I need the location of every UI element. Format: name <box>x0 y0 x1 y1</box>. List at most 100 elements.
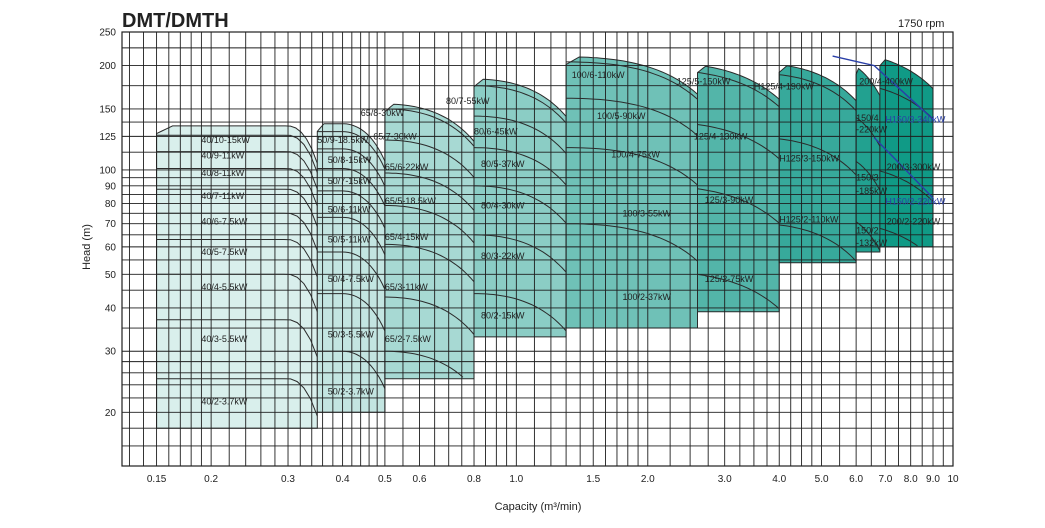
family-region-150 <box>855 67 881 253</box>
head-curve-40-3 <box>156 188 318 227</box>
head-curve-100-2 <box>566 147 698 186</box>
y-tick-label: 125 <box>99 132 116 143</box>
y-tick-label: 40 <box>105 303 117 314</box>
head-curve-40-8 <box>156 378 318 417</box>
head-curve-40-2 <box>156 168 318 207</box>
head-curve-H125-0 <box>779 74 857 112</box>
head-curve-200-1 <box>879 170 934 202</box>
curve-label: 50/6-11kW <box>328 204 371 214</box>
x-tick-label: 8.0 <box>904 474 918 485</box>
curve-label: H125/2-110kW <box>779 214 839 224</box>
head-curve-40-5 <box>156 239 318 278</box>
x-tick-label: 3.0 <box>718 474 732 485</box>
head-curve-50-4 <box>317 216 386 256</box>
head-curve-H125-2 <box>779 224 857 262</box>
curve-label: 40/7-11kW <box>201 191 244 201</box>
curve-label: 50/2-3.7kW <box>328 386 375 396</box>
curve-label: 200/2-220kW <box>887 217 941 227</box>
curve-label: 65/6-22kW <box>385 162 429 172</box>
curve-label: 40/6-7.5kW <box>201 217 248 227</box>
x-tick-label: 0.6 <box>413 474 427 485</box>
head-curve-100-3 <box>566 223 698 262</box>
x-axis-label: Capacity (m³/min) <box>495 501 582 513</box>
x-tick-label: 0.4 <box>336 474 350 485</box>
curve-label: 100/5-90kW <box>597 111 646 121</box>
head-curve-150-1 <box>855 160 881 191</box>
curve-label: 40/8-11kW <box>201 168 244 178</box>
family-region-65 <box>384 103 475 380</box>
x-tick-label: 1.5 <box>586 474 600 485</box>
curve-label: 125/5-150kW <box>677 77 731 87</box>
head-curve-100-0 <box>566 61 698 100</box>
y-tick-label: 250 <box>99 28 116 39</box>
curve-label: 80/3-22kW <box>481 251 525 261</box>
head-curve-65-4 <box>384 243 475 283</box>
x-tick-label: 9.0 <box>926 474 940 485</box>
head-curve-50-7 <box>317 350 386 389</box>
curve-label: 200/4-400kW <box>859 77 913 87</box>
curve-label: 125/4-130kW <box>694 131 748 141</box>
head-curve-150-2 <box>855 221 881 251</box>
head-curve-125-0 <box>697 71 780 108</box>
curve-label: 150/4 <box>856 113 879 123</box>
head-curve-65-1 <box>384 139 475 178</box>
x-tick-label: 0.3 <box>281 474 295 485</box>
curve-label: 200/3-300kW <box>887 162 941 172</box>
head-curve-40-6 <box>156 273 318 312</box>
y-tick-label: 70 <box>105 219 117 230</box>
y-tick-label: 30 <box>105 347 117 358</box>
head-curve-125-1 <box>697 124 780 160</box>
head-curve-80-3 <box>473 185 567 224</box>
curve-label-blue: H150/2-220kW <box>885 197 946 207</box>
x-tick-label: 1.0 <box>509 474 523 485</box>
curve-label: 50/8-15kW <box>328 155 372 165</box>
y-tick-label: 80 <box>105 199 117 210</box>
curve-label: 100/3-55kW <box>623 208 672 218</box>
curve-label: 40/4-5.5kW <box>201 282 248 292</box>
head-curve-80-4 <box>473 234 567 273</box>
curve-label: 40/3-5.5kW <box>201 334 248 344</box>
plot-frame <box>121 31 954 467</box>
y-tick-label: 100 <box>99 166 116 177</box>
h150-line-1 <box>873 137 934 199</box>
axes: 0.15 0.2 0.3 0.4 0.5 0.6 0.8 1.0 1.5 2.0 3.0 4.0 5.0… <box>99 28 959 486</box>
x-tick-label: 0.15 <box>147 474 167 485</box>
curve-label: 40/9-11kW <box>201 151 244 161</box>
curve-label: 80/2-15kW <box>481 311 525 321</box>
curve-label: 40/5-7.5kW <box>201 247 248 257</box>
curve-label: 65/3-11kW <box>385 282 428 292</box>
head-curve-65-5 <box>384 296 475 335</box>
curve-label: 80/7-55kW <box>446 96 490 106</box>
curve-label: H125/4-190kW <box>754 82 815 92</box>
curve-label: 125/3-90kW <box>705 195 754 205</box>
head-curve-40-4 <box>156 212 318 251</box>
curve-label-blue: H150/3-340kW <box>885 114 946 124</box>
curve-label: 40/2-3.7kW <box>201 396 248 406</box>
head-curve-80-5 <box>474 293 567 332</box>
curve-label: 100/2-37kW <box>623 292 672 302</box>
x-tick-label: 7.0 <box>878 474 892 485</box>
head-curve-50-0 <box>317 131 386 170</box>
curve-label: 40/10-15kW <box>201 135 250 145</box>
curve-label: 65/4-15kW <box>385 232 429 242</box>
x-tick-label: 4.0 <box>772 474 786 485</box>
y-tick-label: 20 <box>105 408 117 419</box>
y-tick-label: 60 <box>105 242 117 253</box>
head-curve-40-0 <box>156 134 318 173</box>
head-curve-40-7 <box>156 319 318 358</box>
family-region-50 <box>316 123 386 413</box>
curve-label: 50/5-11kW <box>328 235 371 245</box>
curve-label: 50/3-5.5kW <box>328 330 375 340</box>
curve-label: 65/7-30kW <box>373 131 417 141</box>
curve-label: 150/3 <box>856 173 879 183</box>
curve-label: 50/7-15kW <box>328 176 372 186</box>
head-curve-80-2 <box>473 147 567 186</box>
head-curve-50-6 <box>317 293 386 332</box>
x-tick-label: 10 <box>947 474 959 485</box>
x-tick-label: 6.0 <box>849 474 863 485</box>
curve-label: 80/4-30kW <box>481 201 525 211</box>
curve-label: 100/4-75kW <box>611 149 660 159</box>
head-curve-40-1 <box>156 151 318 190</box>
curve-label: 65/5-18.5kW <box>385 196 437 206</box>
curve-label: 50/9-18.5kW <box>317 135 369 145</box>
